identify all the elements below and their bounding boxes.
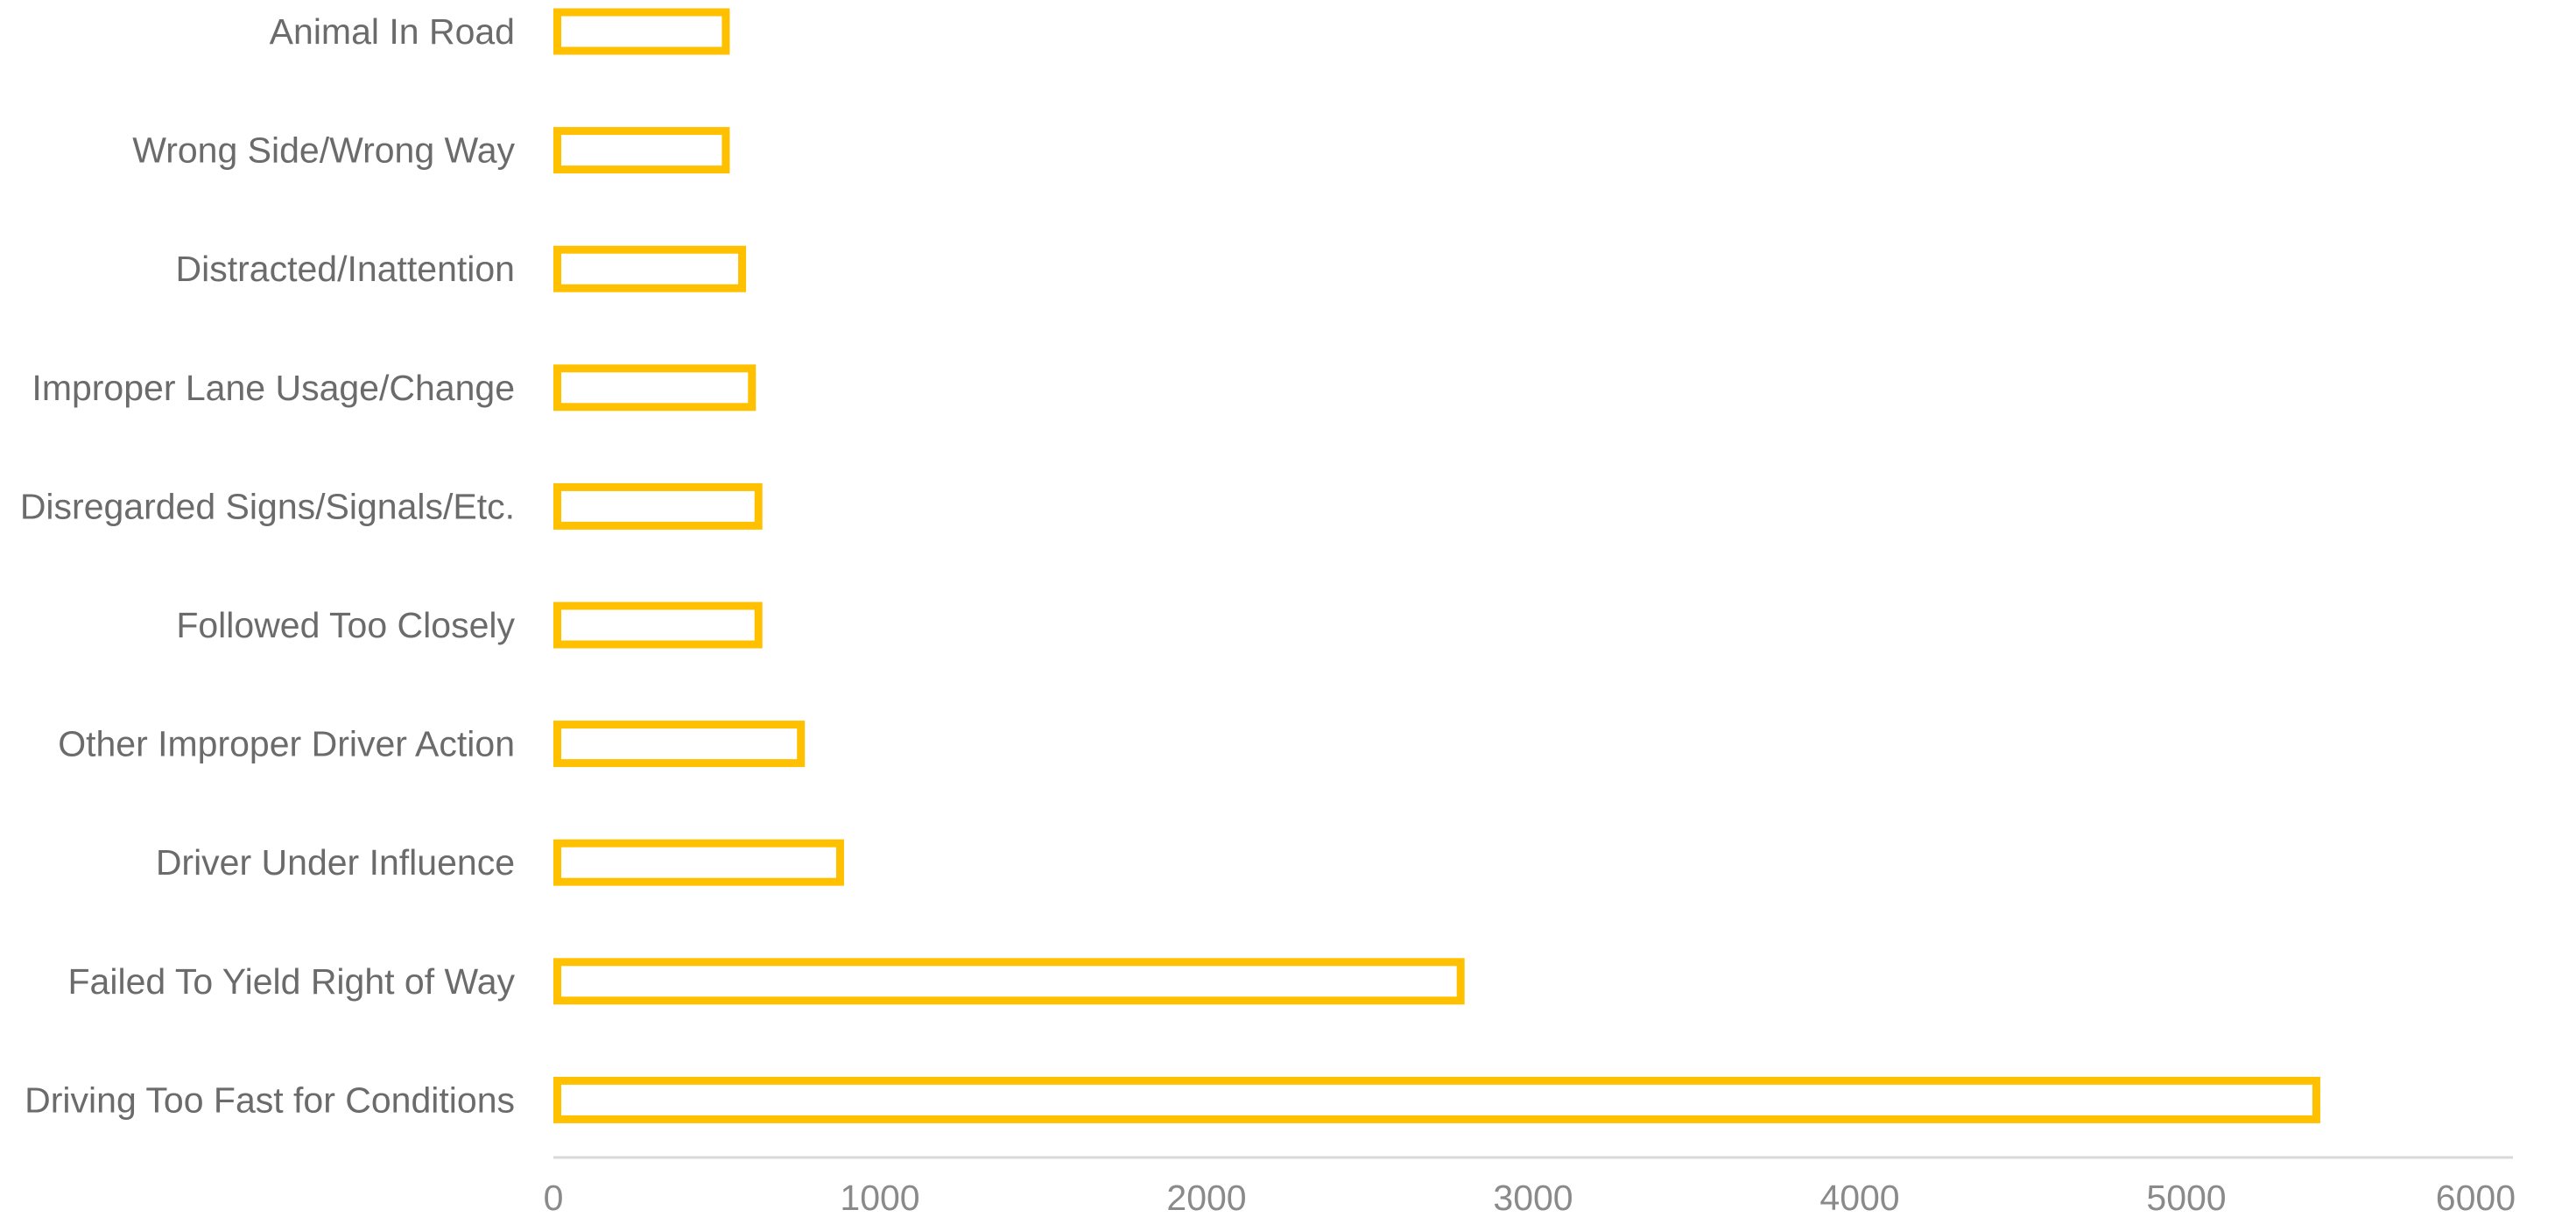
category-label-failed-to-yield-right-of-way: Failed To Yield Right of Way [68, 961, 516, 1002]
bar-improper-lane-usage-change [553, 364, 757, 412]
category-label-animal-in-road: Animal In Road [270, 11, 515, 52]
x-tick-label: 1000 [840, 1178, 919, 1218]
x-tick-label: 3000 [1493, 1178, 1573, 1218]
bar-distracted-inattention [553, 245, 747, 292]
category-labels: Animal In Road Wrong Side/Wrong Way Distra… [20, 11, 516, 1120]
category-label-driving-too-fast-for-conditions: Driving Too Fast for Conditions [25, 1080, 515, 1120]
bar-driving-too-fast-for-conditions [553, 1076, 2320, 1123]
bar-animal-in-road [553, 8, 730, 55]
category-label-followed-too-closely: Followed Too Closely [176, 605, 515, 645]
x-tick-label: 5000 [2146, 1178, 2226, 1218]
x-tick-label: 2000 [1166, 1178, 1246, 1218]
x-tick-label: 4000 [1819, 1178, 1899, 1218]
bar-driver-under-influence [553, 839, 844, 886]
bar-followed-too-closely [553, 601, 763, 649]
bar-disregarded-signs-signals-etc [553, 482, 763, 530]
x-tick-label: 6000 [2436, 1178, 2516, 1218]
category-label-other-improper-driver-action: Other Improper Driver Action [58, 724, 515, 764]
bars-layer [553, 8, 2320, 1123]
bar-failed-to-yield-right-of-way [553, 958, 1465, 1005]
bar-wrong-side-wrong-way [553, 127, 730, 174]
category-label-wrong-side-wrong-way: Wrong Side/Wrong Way [132, 130, 515, 171]
category-label-driver-under-influence: Driver Under Influence [156, 842, 515, 883]
x-tick-label: 0 [544, 1178, 564, 1218]
bar-other-improper-driver-action [553, 721, 806, 768]
category-label-disregarded-signs-signals-etc: Disregarded Signs/Signals/Etc. [20, 486, 515, 526]
x-axis-tick-labels: 0 1000 2000 3000 4000 5000 6000 [544, 1178, 2516, 1218]
category-label-improper-lane-usage-change: Improper Lane Usage/Change [32, 368, 515, 408]
category-label-distracted-inattention: Distracted/Inattention [176, 249, 515, 289]
